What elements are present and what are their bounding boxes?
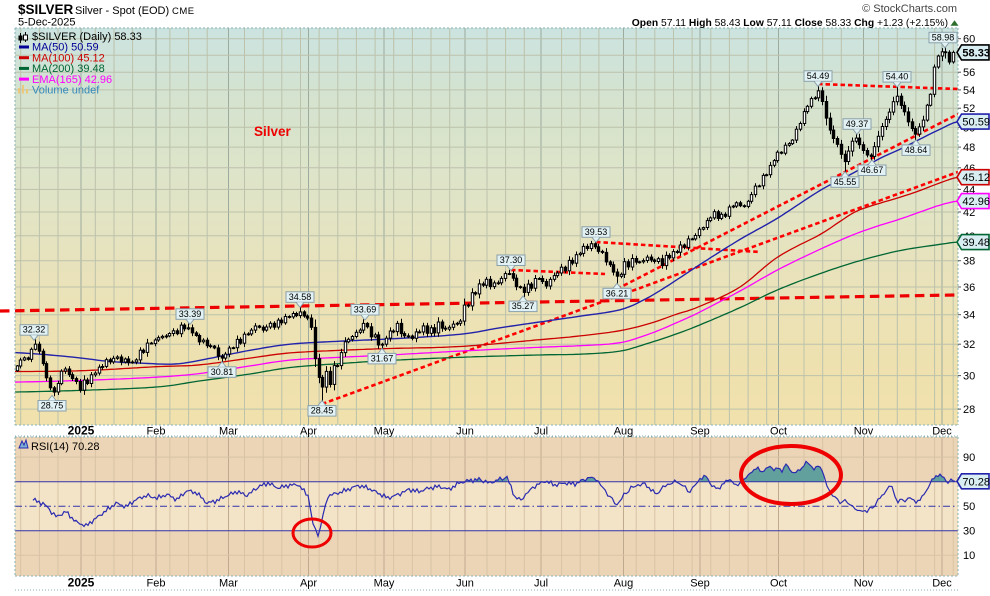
svg-text:Silver: Silver — [254, 124, 292, 139]
svg-text:90: 90 — [963, 452, 975, 464]
svg-text:33.39: 33.39 — [179, 309, 202, 319]
svg-text:May: May — [374, 426, 395, 438]
svg-text:35.27: 35.27 — [512, 301, 535, 311]
svg-text:32.32: 32.32 — [23, 325, 46, 335]
svg-text:© StockCharts.com: © StockCharts.com — [862, 3, 957, 15]
svg-text:46.67: 46.67 — [861, 165, 884, 175]
svg-text:39.48: 39.48 — [962, 237, 990, 249]
svg-text:70.28: 70.28 — [962, 476, 990, 488]
svg-text:Jun: Jun — [456, 578, 474, 590]
svg-text:36: 36 — [963, 282, 975, 294]
svg-text:Silver - Spot (EOD): Silver - Spot (EOD) — [75, 5, 169, 17]
svg-text:Jun: Jun — [456, 426, 474, 438]
svg-text:10: 10 — [963, 550, 975, 562]
svg-text:34.58: 34.58 — [289, 292, 312, 302]
svg-text:58.98: 58.98 — [932, 32, 955, 42]
svg-text:38: 38 — [963, 256, 975, 268]
svg-text:May: May — [374, 578, 395, 590]
svg-text:Open 57.11 High 58.43 Low 57.1: Open 57.11 High 58.43 Low 57.11 Close 58… — [632, 18, 948, 29]
svg-text:MA(100) 45.12: MA(100) 45.12 — [32, 52, 105, 64]
svg-text:Aug: Aug — [614, 578, 634, 590]
svg-text:48.64: 48.64 — [905, 145, 928, 155]
svg-text:60: 60 — [963, 34, 975, 46]
svg-text:MA(200) 39.48: MA(200) 39.48 — [32, 63, 105, 75]
svg-text:28.45: 28.45 — [311, 406, 334, 416]
svg-text:5-Dec-2025: 5-Dec-2025 — [18, 17, 75, 29]
svg-text:31.67: 31.67 — [371, 353, 394, 363]
svg-text:48: 48 — [963, 142, 975, 154]
svg-text:42.96: 42.96 — [962, 196, 990, 208]
svg-text:Apr: Apr — [300, 426, 317, 438]
svg-text:54.49: 54.49 — [807, 71, 830, 81]
svg-text:45.12: 45.12 — [962, 172, 990, 184]
svg-text:Mar: Mar — [219, 578, 238, 590]
svg-text:50.59: 50.59 — [962, 117, 990, 129]
svg-text:50: 50 — [963, 501, 975, 513]
svg-text:56: 56 — [963, 67, 975, 79]
svg-text:39.53: 39.53 — [585, 227, 608, 237]
svg-text:Dec: Dec — [932, 578, 952, 590]
svg-text:30.81: 30.81 — [211, 367, 234, 377]
svg-text:Volume undef: Volume undef — [32, 85, 100, 97]
svg-text:37.30: 37.30 — [500, 255, 523, 265]
svg-text:$SILVER: $SILVER — [18, 2, 74, 17]
svg-text:Oct: Oct — [770, 578, 787, 590]
svg-text:49.37: 49.37 — [846, 119, 869, 129]
svg-text:42: 42 — [963, 207, 975, 219]
svg-text:Jul: Jul — [534, 426, 548, 438]
svg-text:Apr: Apr — [300, 578, 317, 590]
svg-text:EMA(165) 42.96: EMA(165) 42.96 — [32, 74, 112, 86]
svg-text:Mar: Mar — [219, 426, 238, 438]
svg-text:45.55: 45.55 — [834, 177, 857, 187]
svg-text:33.69: 33.69 — [354, 305, 377, 315]
svg-text:MA(50) 50.59: MA(50) 50.59 — [32, 42, 99, 54]
svg-text:28.75: 28.75 — [41, 401, 64, 411]
svg-text:28: 28 — [963, 404, 975, 416]
svg-text:34: 34 — [963, 310, 975, 322]
svg-text:Oct: Oct — [770, 426, 787, 438]
svg-text:58.33: 58.33 — [962, 47, 990, 59]
svg-text:2025: 2025 — [68, 424, 95, 438]
svg-text:CME: CME — [172, 6, 195, 17]
svg-text:Aug: Aug — [614, 426, 634, 438]
svg-text:30: 30 — [963, 526, 975, 538]
svg-text:Sep: Sep — [690, 426, 710, 438]
svg-text:Sep: Sep — [690, 578, 710, 590]
svg-text:54: 54 — [963, 85, 975, 97]
svg-text:30: 30 — [963, 371, 975, 383]
svg-text:Feb: Feb — [147, 426, 166, 438]
svg-text:$SILVER (Daily) 58.33: $SILVER (Daily) 58.33 — [32, 31, 142, 43]
svg-text:36.21: 36.21 — [606, 288, 629, 298]
svg-text:Nov: Nov — [854, 426, 874, 438]
svg-text:Jul: Jul — [534, 578, 548, 590]
svg-text:Nov: Nov — [854, 578, 874, 590]
svg-text:Dec: Dec — [932, 426, 952, 438]
svg-text:2025: 2025 — [68, 576, 95, 590]
svg-text:RSI(14) 70.28: RSI(14) 70.28 — [31, 441, 99, 453]
svg-text:32: 32 — [963, 339, 975, 351]
svg-text:54.40: 54.40 — [886, 72, 909, 82]
svg-text:52: 52 — [963, 103, 975, 115]
svg-text:Feb: Feb — [147, 578, 166, 590]
